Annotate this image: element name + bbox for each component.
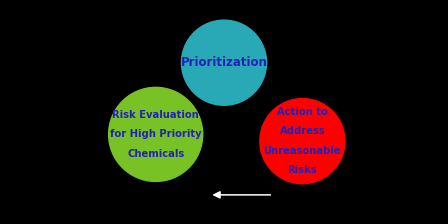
Text: Address: Address: [280, 126, 325, 136]
Text: Unreasonable: Unreasonable: [263, 146, 341, 156]
Text: Risks: Risks: [288, 165, 317, 175]
Text: Action to: Action to: [277, 107, 328, 117]
Text: for High Priority: for High Priority: [110, 129, 202, 139]
Circle shape: [181, 20, 267, 105]
Text: Risk Evaluation: Risk Evaluation: [112, 110, 199, 120]
Text: Prioritization: Prioritization: [181, 56, 267, 69]
Circle shape: [108, 87, 203, 181]
Circle shape: [260, 99, 345, 184]
Text: Chemicals: Chemicals: [127, 149, 184, 159]
